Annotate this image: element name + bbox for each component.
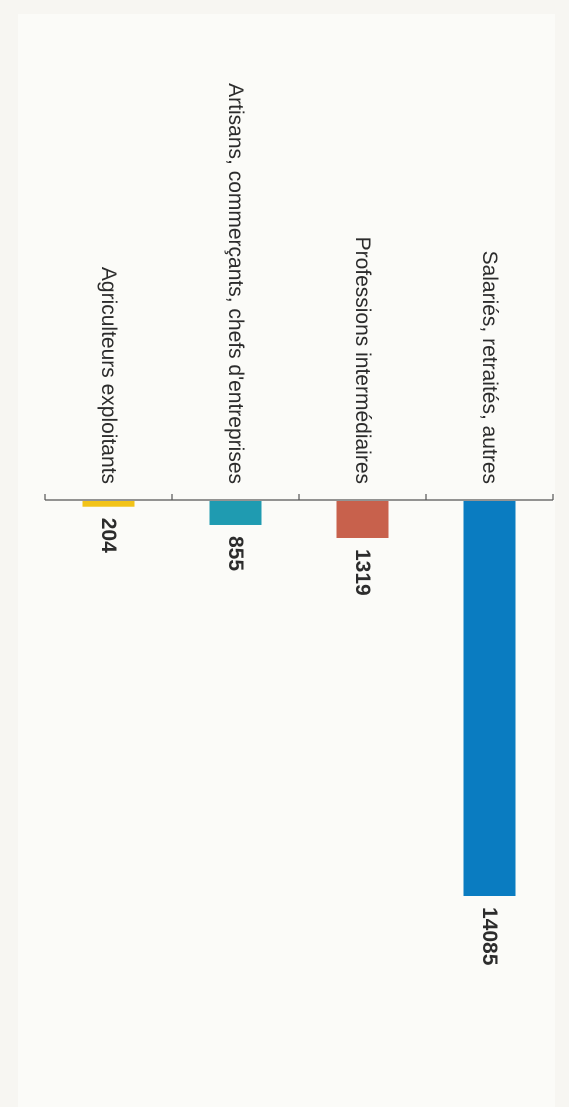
value-label: 1319 xyxy=(351,549,374,596)
bar xyxy=(209,501,262,525)
bar xyxy=(463,501,516,896)
bar xyxy=(336,501,389,538)
category-axis-ticks xyxy=(44,494,554,500)
value-label: 14085 xyxy=(478,907,501,966)
category-labels: Salariés, retraités, autres Professions i… xyxy=(97,83,501,484)
value-label: 855 xyxy=(224,536,247,571)
bars xyxy=(82,501,516,896)
category-label: Agriculteurs exploitants xyxy=(97,267,120,484)
category-label: Professions intermédiaires xyxy=(351,237,374,484)
category-label: Artisans, commerçants, chefs d'entrepris… xyxy=(224,83,247,484)
value-label: 204 xyxy=(97,518,120,553)
value-labels: 14085 1319 855 204 xyxy=(97,518,501,966)
category-label: Salariés, retraités, autres xyxy=(478,251,501,484)
bar xyxy=(82,501,135,507)
